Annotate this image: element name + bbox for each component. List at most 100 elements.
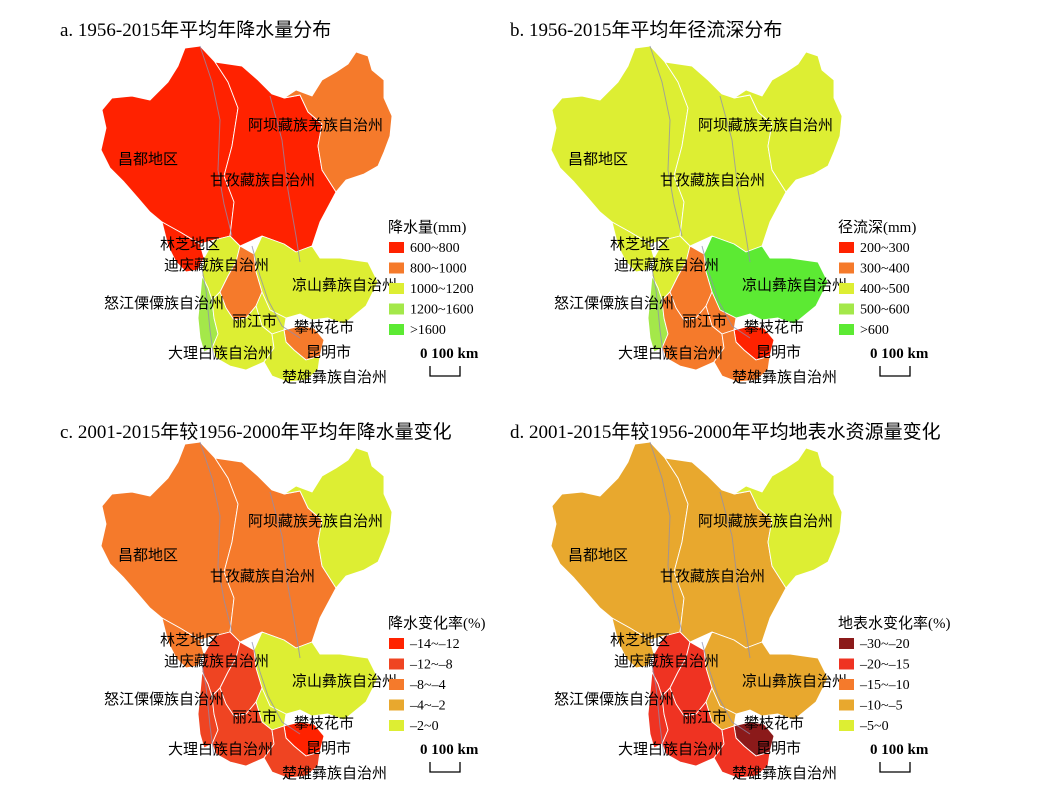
region-label-dali: 大理白族自治州: [168, 740, 273, 758]
legend-label: 1000~1200: [410, 282, 474, 297]
region-label-aba: 阿坝藏族羌族自治州: [698, 512, 833, 530]
legend-label: 300~400: [860, 262, 910, 277]
scale-bar: 0 100 km: [420, 742, 479, 773]
river-line: [701, 641, 751, 735]
legend-a: 降水量(mm) 600~800 800~1000 1000~1200 1200~1600…: [388, 219, 474, 338]
legend-title: 地表水变化率(%): [838, 615, 951, 632]
legend-swatch: [389, 720, 404, 731]
map-d: 昌都地区 阿坝藏族羌族自治州甘孜藏族自治州林芝地区迪庆藏族自治州凉山彝族自治州怒江…: [550, 441, 847, 782]
scale-label: 0 100 km: [420, 346, 479, 362]
scale-bar-line: [879, 762, 911, 773]
region-linzhi: [161, 221, 205, 273]
region-label-ganzi: 甘孜藏族自治州: [210, 567, 315, 585]
region-label-dali: 大理白族自治州: [618, 344, 723, 362]
river-line: [199, 45, 233, 237]
scale-bar-line: [429, 762, 461, 773]
legend-d: 地表水变化率(%) –30~–20 –20~–15 –15~–10 –10~–5 –5~0: [838, 615, 951, 734]
region-aba: [733, 447, 843, 589]
legend-swatch: [839, 679, 854, 690]
river-line: [649, 257, 665, 361]
scale-label: 0 100 km: [420, 742, 479, 758]
legend-label: 500~600: [860, 303, 910, 318]
legend-label: –4~–2: [409, 699, 446, 714]
panel-title: b. 1956-2015年平均年径流深分布: [510, 19, 782, 41]
legend-swatch: [839, 262, 854, 274]
river-line: [719, 95, 751, 263]
region-label-lijiang: 丽江市: [682, 708, 727, 726]
river-line: [199, 257, 215, 361]
legend-label: >600: [860, 323, 889, 338]
region-label-kunming: 昆明市: [306, 739, 351, 757]
scale-bar-line: [879, 366, 911, 377]
region-changdu: [100, 45, 239, 245]
legend-label: –5~0: [859, 719, 889, 734]
map-c: 昌都地区 阿坝藏族羌族自治州甘孜藏族自治州林芝地区迪庆藏族自治州凉山彝族自治州怒江…: [100, 441, 397, 782]
region-chuxiong: [263, 329, 321, 383]
region-label-liangshan: 凉山彝族自治州: [292, 276, 397, 294]
region-label-panzhihua: 攀枝花市: [294, 714, 354, 732]
legend-swatch: [839, 324, 854, 335]
region-label-liangshan: 凉山彝族自治州: [742, 276, 847, 294]
region-chuxiong: [713, 329, 771, 383]
region-label-panzhihua: 攀枝花市: [744, 714, 804, 732]
legend-swatch: [389, 303, 404, 315]
region-label-diqing: 迪庆藏族自治州: [164, 652, 269, 670]
legend-label: 200~300: [860, 241, 910, 256]
region-ganzi: [664, 61, 787, 253]
region-label-diqing: 迪庆藏族自治州: [614, 256, 719, 274]
legend-label: –14~–12: [409, 637, 460, 652]
river-line: [199, 653, 215, 757]
panel-title: c. 2001-2015年较1956-2000年平均年降水量变化: [60, 421, 452, 443]
region-label-chuxiong: 楚雄彝族自治州: [732, 368, 837, 386]
legend-label: 800~1000: [410, 262, 467, 277]
region-label-lijiang: 丽江市: [682, 312, 727, 330]
river-line: [269, 95, 301, 263]
region-label-diqing: 迪庆藏族自治州: [164, 256, 269, 274]
panel-title: a. 1956-2015年平均年降水量分布: [60, 19, 331, 41]
river-line: [649, 653, 665, 757]
legend-swatch: [389, 262, 404, 274]
map-b: 昌都地区 阿坝藏族羌族自治州甘孜藏族自治州林芝地区迪庆藏族自治州凉山彝族自治州怒江…: [550, 45, 847, 386]
region-label-liangshan: 凉山彝族自治州: [742, 672, 847, 690]
region-changdu: [550, 45, 689, 245]
river-line: [649, 45, 683, 237]
region-label-chuxiong: 楚雄彝族自治州: [732, 764, 837, 782]
legend-swatch: [839, 699, 854, 711]
legend-label: >1600: [410, 323, 446, 338]
region-label-linzhi: 林芝地区: [610, 631, 670, 649]
region-label-lijiang: 丽江市: [232, 708, 277, 726]
region-label-changdu: 昌都地区: [118, 150, 178, 168]
region-label-dali: 大理白族自治州: [168, 344, 273, 362]
region-label-kunming: 昆明市: [756, 343, 801, 361]
region-linzhi: [611, 221, 655, 273]
river-line: [649, 441, 683, 633]
region-label-nujiang: 怒江傈僳族自治州: [104, 294, 224, 312]
region-chuxiong: [713, 725, 771, 779]
region-aba: [283, 51, 393, 193]
legend-label: –15~–10: [859, 678, 910, 693]
river-line: [251, 641, 301, 735]
legend-swatch: [389, 658, 404, 670]
region-label-nujiang: 怒江傈僳族自治州: [554, 690, 674, 708]
legend-label: –20~–15: [859, 658, 910, 673]
region-aba: [283, 447, 393, 589]
legend-label: –30~–20: [859, 637, 910, 652]
map-a: 昌都地区 阿坝藏族羌族自治州甘孜藏族自治州林芝地区迪庆藏族自治州凉山彝族自治州怒江…: [100, 45, 397, 386]
river-line: [719, 491, 751, 659]
legend-label: 1200~1600: [410, 303, 474, 318]
region-label-ganzi: 甘孜藏族自治州: [660, 567, 765, 585]
region-linzhi: [611, 617, 655, 669]
legend-title: 径流深(mm): [838, 219, 916, 236]
region-label-panzhihua: 攀枝花市: [744, 318, 804, 336]
region-label-diqing: 迪庆藏族自治州: [614, 652, 719, 670]
region-aba: [733, 51, 843, 193]
legend-label: 400~500: [860, 282, 910, 297]
river-line: [269, 491, 301, 659]
region-label-dali: 大理白族自治州: [618, 740, 723, 758]
region-label-aba: 阿坝藏族羌族自治州: [698, 116, 833, 134]
region-ganzi: [214, 457, 337, 649]
